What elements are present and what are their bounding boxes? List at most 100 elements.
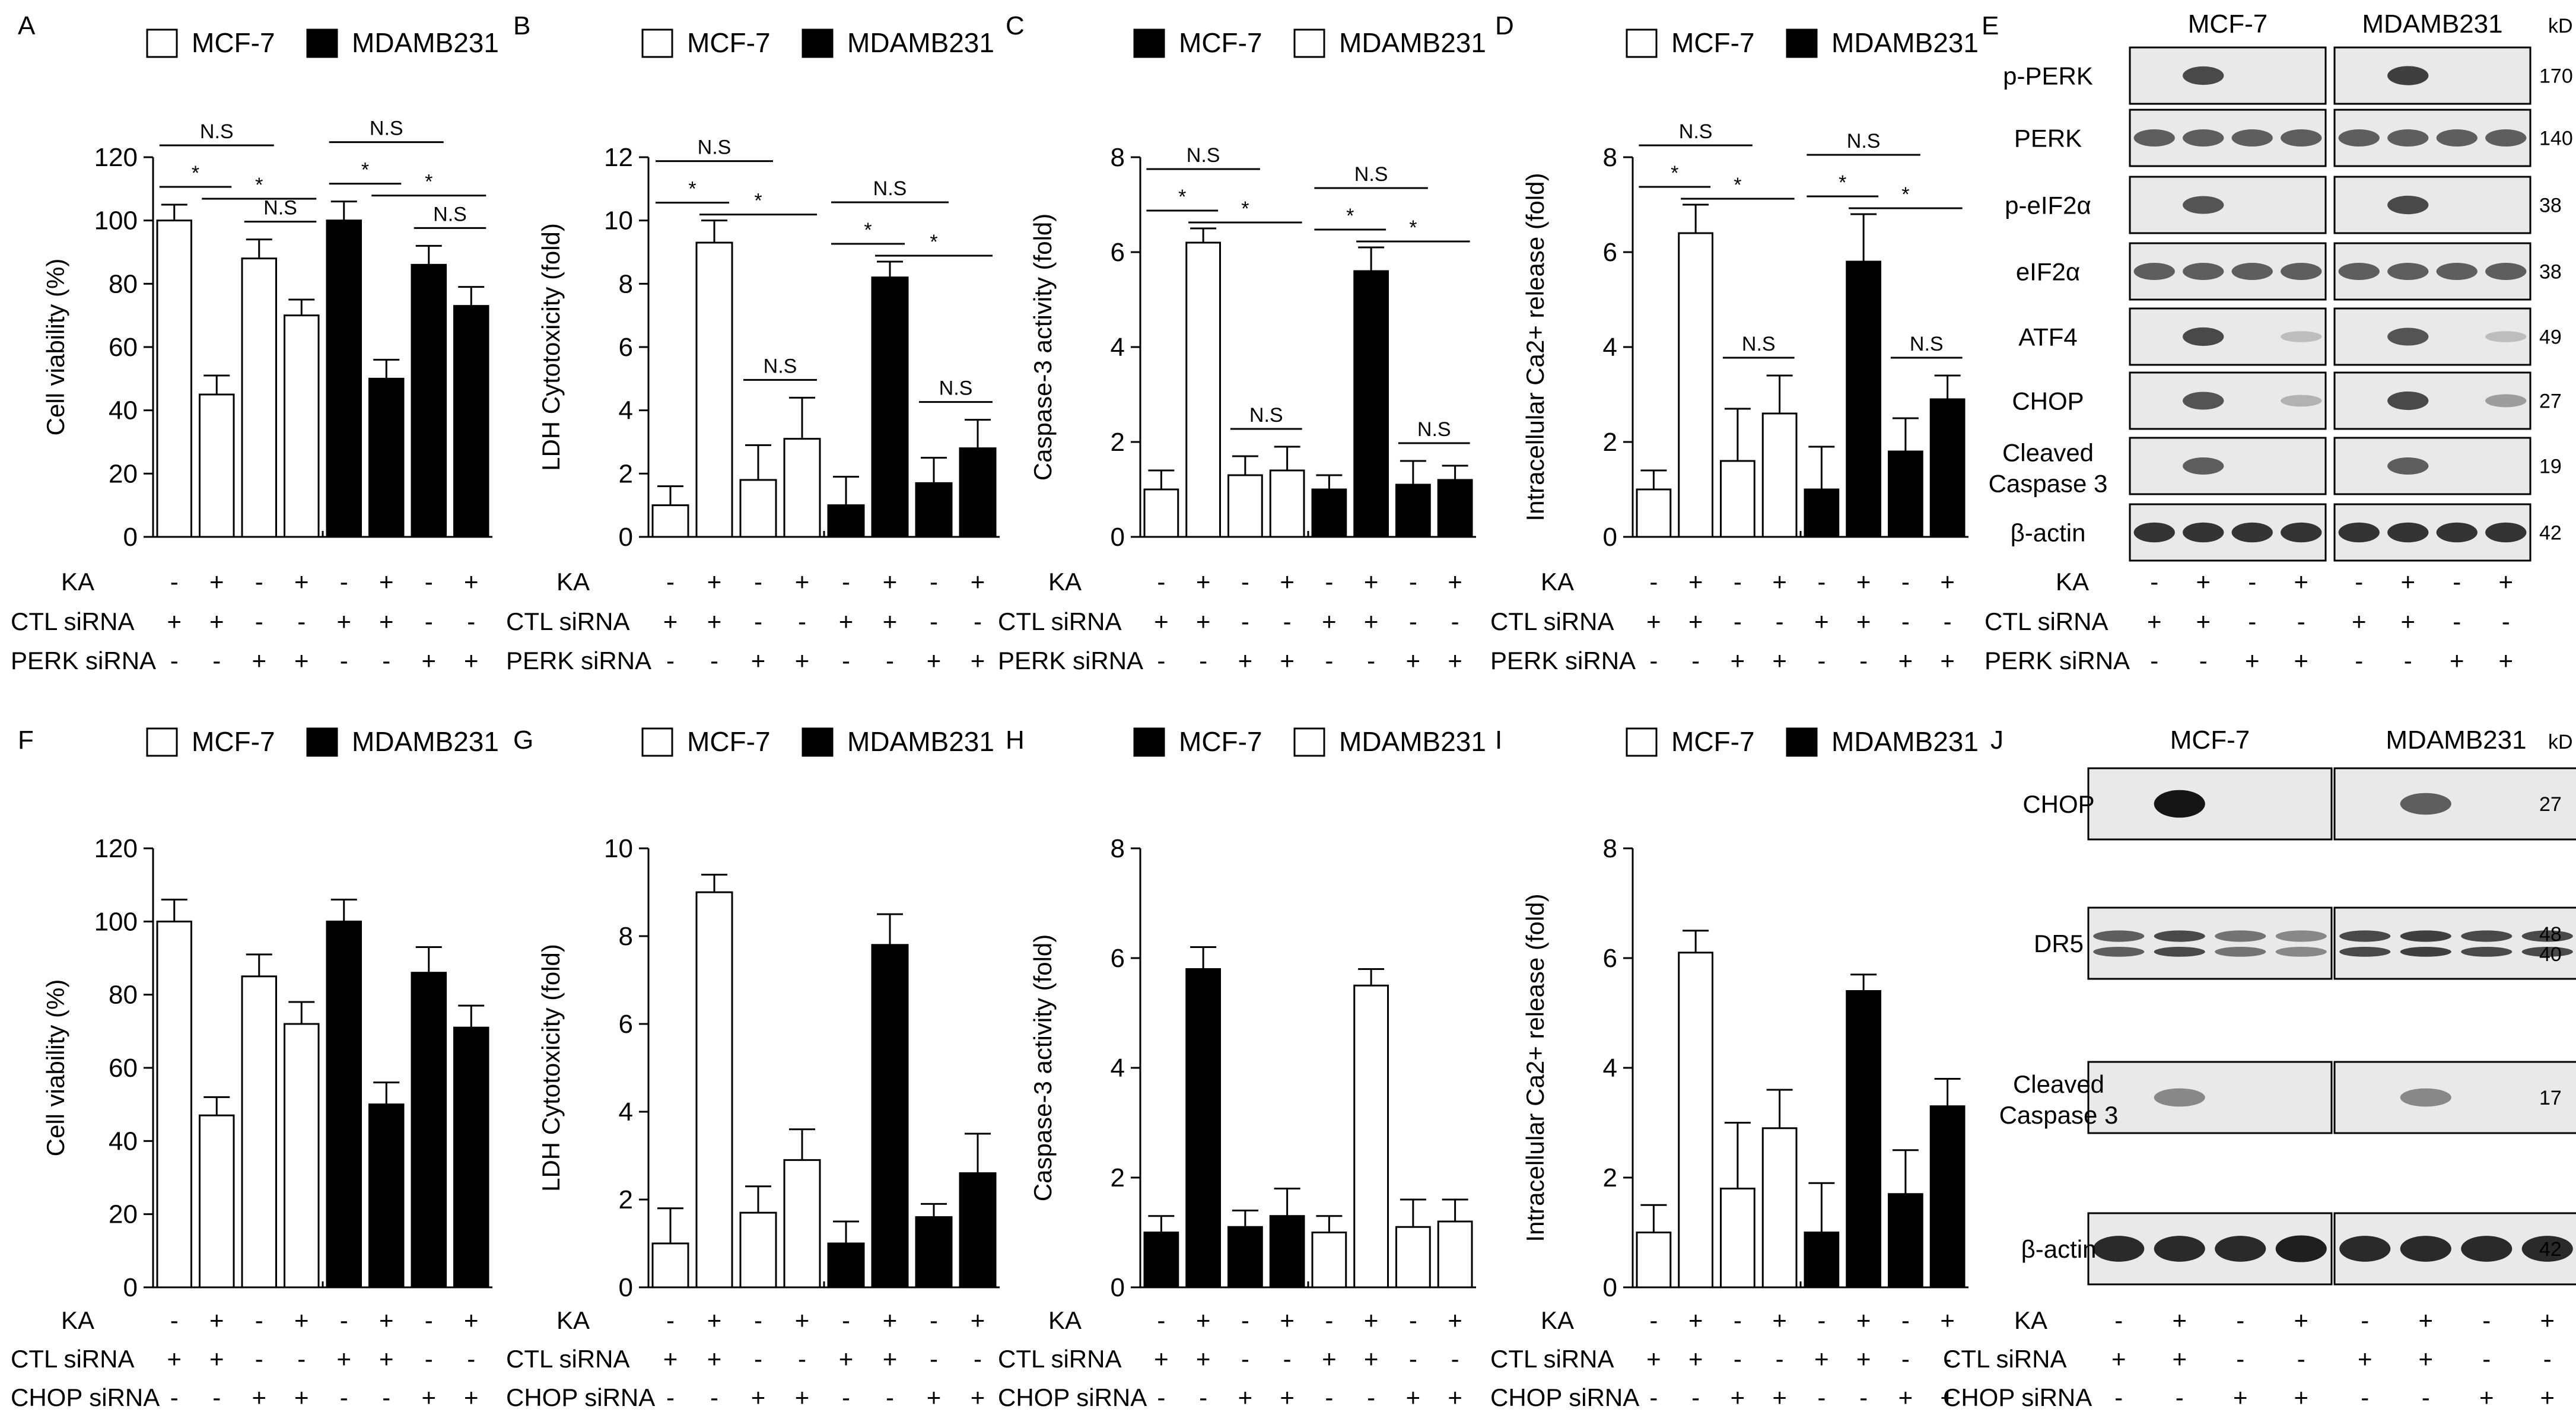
condition-label-3: PERK siRNA [11,647,156,675]
panel-letter-g: G [513,726,533,755]
condition-sign: - [1409,1306,1417,1334]
y-tick-label: 60 [109,1054,138,1083]
condition-label-1: KA [556,568,590,596]
blot-band [2339,1236,2391,1262]
panel-letter-h: H [1006,726,1025,755]
condition-sign: + [2540,1383,2555,1411]
panel-letter-a: A [18,11,36,40]
blot-kd: 40 [2539,943,2562,966]
condition-sign: + [1280,1306,1295,1334]
condition-sign: + [2400,568,2415,596]
condition-sign: - [1409,607,1417,635]
bar-mcf7-2 [695,241,733,538]
condition-sign: - [2150,568,2158,596]
condition-label-2: CTL siRNA [11,1345,134,1373]
condition-sign: - [1649,647,1658,675]
bar-mdamb231-2 [871,276,909,538]
condition-sign: - [2543,1345,2552,1373]
blot-row-label: PERK [2014,125,2082,152]
blot-band [2183,263,2224,280]
y-tick-label: 8 [1603,143,1617,172]
condition-sign: + [379,568,394,596]
y-tick-label: 40 [109,396,138,425]
condition-sign: + [883,1306,898,1334]
blot-band [2485,522,2527,543]
blot-strip-mdamb231 [2333,1061,2576,1134]
blot-strip-mcf7 [2129,437,2327,495]
condition-sign: + [167,1345,182,1373]
legend-swatch-mdamb231 [306,28,338,58]
chart-panel-f [144,727,492,1289]
blot-band [2275,930,2327,942]
condition-sign: + [2294,568,2308,596]
blot-band [2461,930,2513,942]
blot-row-label: β-actin [2011,519,2086,547]
bar-mcf7-2 [1185,241,1221,538]
condition-sign: - [1649,1383,1658,1411]
blot-row-label: ATF4 [2018,323,2078,351]
bar-mcf7-1 [156,219,192,538]
legend-swatch-mdamb231 [1293,727,1325,757]
legend-label-mcf7: MCF-7 [687,726,771,757]
bar-mdamb231-1 [827,504,865,538]
condition-sign: - [425,607,433,635]
condition-sign: - [798,607,806,635]
blot-band [2436,522,2478,543]
bar-mdamb231-2 [1353,984,1389,1289]
condition-sign: + [1322,607,1337,635]
condition-sign: - [1776,607,1784,635]
y-tick-label: 4 [1603,333,1617,362]
legend-label-mdamb231: MDAMB231 [847,27,994,58]
condition-label-2: CTL siRNA [998,1345,1121,1373]
condition-sign: + [1238,647,1253,675]
condition-sign: - [170,1306,179,1334]
condition-sign: + [379,1345,394,1373]
condition-sign: - [340,1306,348,1334]
condition-sign: + [379,1306,394,1334]
bar-mdamb231-2 [1846,260,1881,538]
sig-ns-1-3: N.S [1354,163,1388,186]
condition-sign: - [382,647,390,675]
y-tick-label: 0 [619,523,633,552]
sig-star-1-2: * [688,178,696,201]
condition-sign: - [1283,1345,1292,1373]
condition-sign: + [751,1383,766,1411]
panel-letter-e: E [1982,11,1999,40]
condition-sign: - [2422,1383,2430,1411]
sig-star-1-2: * [361,159,369,182]
blot-strip-mcf7 [2087,906,2333,980]
condition-sign: + [795,647,810,675]
blot-band [2093,930,2145,942]
condition-sign: - [2114,1383,2123,1411]
bar-mdamb231-4 [453,305,489,538]
blot-band [2387,327,2429,346]
condition-sign: + [1448,1383,1462,1411]
blot-band [2215,930,2266,942]
condition-sign: - [1199,1383,1207,1411]
y-tick-label: 6 [1111,944,1125,973]
y-tick-label: 12 [604,143,633,172]
condition-label-3: CHOP siRNA [998,1383,1147,1411]
condition-label-2: CTL siRNA [1490,1345,1614,1373]
blot-strip-mdamb231 [2333,906,2576,980]
condition-sign: - [2361,1383,2369,1411]
y-tick-label: 6 [619,1010,633,1039]
condition-label-1: KA [2014,1306,2047,1334]
sig-ns-3-4: N.S [1910,333,1944,355]
bar-mdamb231-3 [915,1216,953,1289]
condition-sign: + [2111,1345,2126,1373]
condition-sign: + [1646,1345,1661,1373]
condition-sign: - [1451,607,1459,635]
condition-sign: - [1451,1345,1459,1373]
sig-star-2-4: * [1901,183,1909,206]
sig-ns-1-3: N.S [1187,144,1220,167]
condition-sign: + [1940,647,1955,675]
bar-mdamb231-3 [1888,450,1923,538]
blot-kd: 38 [2539,261,2562,284]
condition-sign: + [421,1383,436,1411]
condition-sign: + [464,1306,479,1334]
condition-sign: + [1364,1345,1379,1373]
blot-header-mcf7: MCF-7 [2188,9,2267,39]
blot-band [2133,263,2175,280]
condition-sign: + [707,607,722,635]
